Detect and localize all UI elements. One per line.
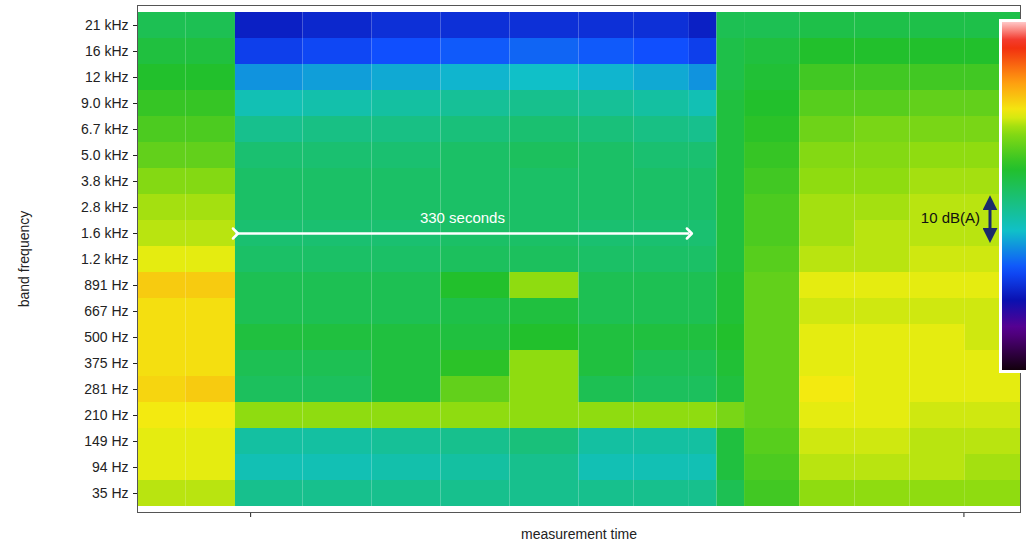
svg-text:9.0 kHz: 9.0 kHz xyxy=(81,95,128,111)
svg-text:2.8 kHz: 2.8 kHz xyxy=(81,199,128,215)
svg-text:band frequency: band frequency xyxy=(16,211,32,308)
svg-text:667 Hz: 667 Hz xyxy=(84,303,128,319)
svg-text:6.7 kHz: 6.7 kHz xyxy=(81,121,128,137)
svg-text:10 dB(A): 10 dB(A) xyxy=(921,209,980,226)
svg-text:210 Hz: 210 Hz xyxy=(84,407,128,423)
svg-text:1.6 kHz: 1.6 kHz xyxy=(81,225,128,241)
svg-text:12 kHz: 12 kHz xyxy=(85,69,129,85)
svg-text:5.0 kHz: 5.0 kHz xyxy=(81,147,128,163)
svg-text:330 seconds: 330 seconds xyxy=(420,209,505,226)
svg-text:891 Hz: 891 Hz xyxy=(84,277,128,293)
svg-text:16 kHz: 16 kHz xyxy=(85,43,129,59)
svg-text:1.2 kHz: 1.2 kHz xyxy=(81,251,128,267)
svg-text:375 Hz: 375 Hz xyxy=(84,355,128,371)
svg-text:94 Hz: 94 Hz xyxy=(92,459,129,475)
svg-text:281 Hz: 281 Hz xyxy=(84,381,128,397)
svg-text:35 Hz: 35 Hz xyxy=(92,485,129,501)
svg-text:149 Hz: 149 Hz xyxy=(84,433,128,449)
svg-text:500 Hz: 500 Hz xyxy=(84,329,128,345)
svg-text:21 kHz: 21 kHz xyxy=(85,17,129,33)
svg-text:3.8 kHz: 3.8 kHz xyxy=(81,173,128,189)
svg-text:measurement time: measurement time xyxy=(521,526,637,542)
